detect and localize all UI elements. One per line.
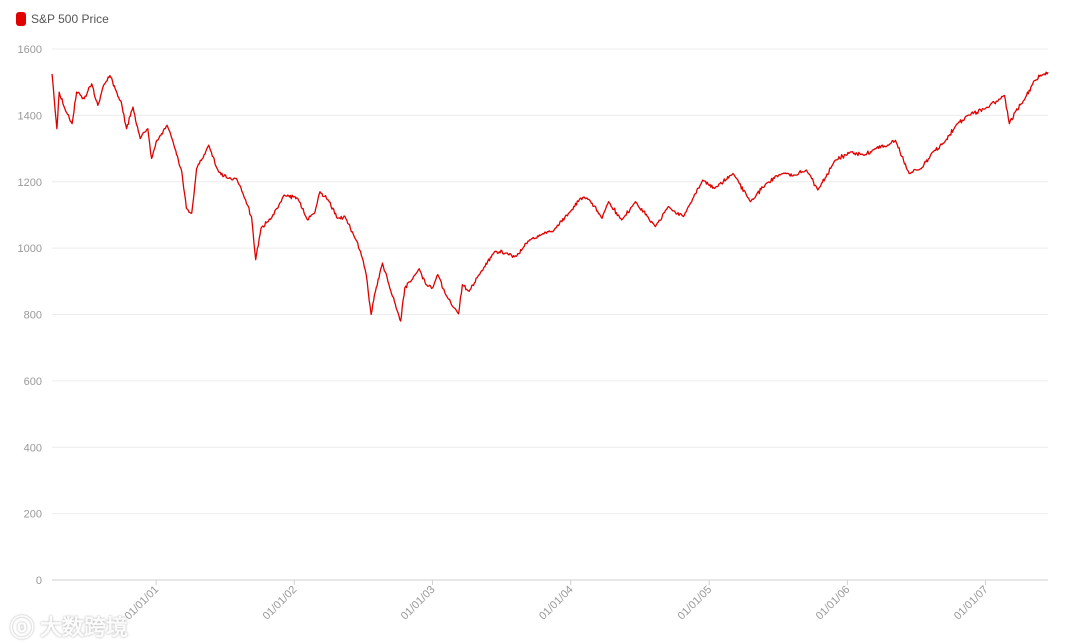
x-tick-label: 01/01/05 [676, 584, 715, 623]
y-tick-label: 1400 [18, 110, 42, 122]
y-tick-label: 400 [24, 442, 42, 454]
x-tick-label: 01/01/02 [261, 584, 300, 623]
y-axis: 0 200 400 600 800 1000 1200 1400 1600 [18, 44, 42, 587]
eye-logo-icon: ⓞ [10, 615, 34, 642]
y-tick-label: 1000 [18, 243, 42, 255]
x-tick-label: 01/01/03 [399, 584, 438, 623]
x-tick-label: 01/01/01 [122, 584, 161, 623]
x-tick-label: 01/01/06 [814, 584, 853, 623]
y-tick-label: 200 [24, 509, 42, 521]
x-axis: 01/01/01 01/01/02 01/01/03 01/01/04 01/01/05… [122, 580, 991, 623]
series-line-0 [51, 71, 1049, 322]
x-tick-label: 01/01/04 [537, 584, 576, 623]
y-tick-label: 800 [24, 310, 42, 322]
x-tick-label: 01/01/07 [952, 584, 991, 623]
grid-lines [52, 48, 1048, 581]
y-tick-label: 0 [36, 575, 42, 587]
legend-label: S&P 500 Price [31, 12, 109, 26]
y-tick-label: 1600 [18, 44, 42, 56]
legend-swatch [16, 12, 26, 26]
y-tick-label: 600 [24, 376, 42, 388]
watermark: ⓞ 大数跨境 [10, 608, 128, 643]
y-tick-label: 1200 [18, 177, 42, 189]
legend[interactable]: S&P 500 Price [16, 12, 109, 26]
watermark-text: 大数跨境 [40, 614, 129, 640]
series-layer [51, 71, 1049, 322]
